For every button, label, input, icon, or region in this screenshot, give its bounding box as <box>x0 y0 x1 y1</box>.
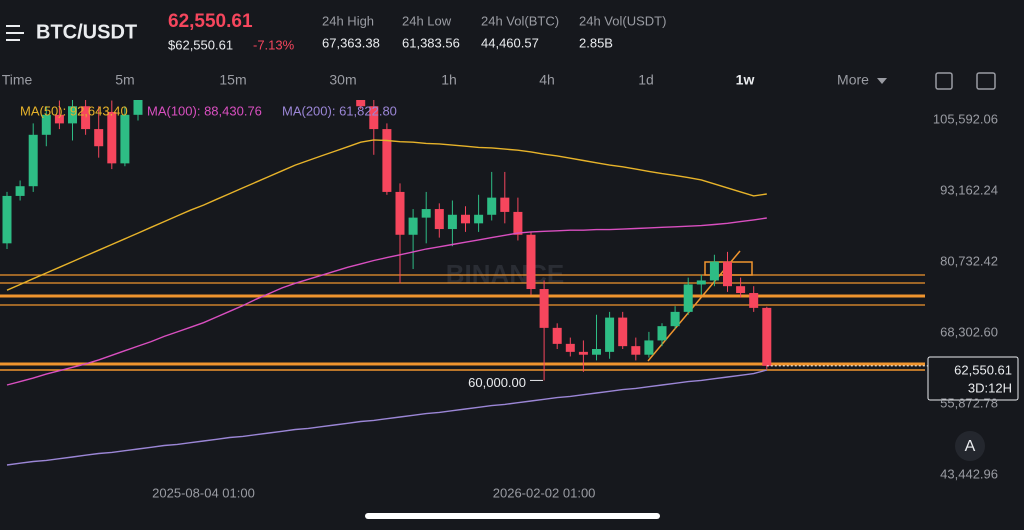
change: -7.13% <box>253 37 295 52</box>
annotation-label: 60,000.00 <box>468 375 526 390</box>
candle-body <box>41 114 51 135</box>
candle-body <box>500 197 510 212</box>
timeframe-tab[interactable]: 15m <box>219 72 246 88</box>
candle-body <box>605 317 615 352</box>
candle-body <box>421 209 431 218</box>
candle-body <box>592 349 601 355</box>
dropdown-caret[interactable] <box>877 78 887 84</box>
auto-button[interactable] <box>955 431 985 461</box>
candle-body <box>54 114 64 124</box>
stat-label: 24h Low <box>402 13 452 28</box>
toolbar-icons[interactable] <box>935 72 996 90</box>
candle-body <box>474 214 484 224</box>
price-tag <box>927 356 1019 401</box>
candle-body <box>513 211 523 235</box>
stat-value: 67,363.38 <box>322 35 380 50</box>
drawn-levels <box>0 250 925 371</box>
candle-body <box>618 317 628 347</box>
watermark: BINANCE <box>446 259 564 289</box>
timeframe-tab[interactable]: Time <box>2 72 33 88</box>
countdown: 3D:12H <box>968 380 1012 395</box>
candle-body <box>526 234 536 290</box>
stat-value: 44,460.57 <box>481 35 539 50</box>
timeframe-tab[interactable]: 1d <box>638 72 654 88</box>
candle-body <box>68 106 77 124</box>
candle-body <box>382 129 392 192</box>
candle-body <box>434 209 444 230</box>
timeframe-tab[interactable]: More <box>837 72 869 88</box>
candle-body <box>644 340 654 355</box>
candle-body <box>120 114 130 164</box>
legend-entry: MA(50): 92,643.40 <box>20 103 128 118</box>
candle-body <box>578 351 588 355</box>
timeframe-tab[interactable]: 5m <box>115 72 134 88</box>
y-tick-label: 80,732.42 <box>940 253 998 268</box>
legend-entry: MA(200): 61,822.80 <box>282 103 397 118</box>
price-tag-value: 62,550.61 <box>954 362 1012 377</box>
candle-body <box>736 286 746 294</box>
symbol[interactable]: BTC/USDT <box>36 21 137 43</box>
stat-value: 61,383.56 <box>402 35 460 50</box>
y-tick-label: 105,592.06 <box>933 111 998 126</box>
candle-body <box>81 106 91 130</box>
stat-label: 24h High <box>322 13 374 28</box>
menu-icon[interactable] <box>6 25 24 41</box>
candle-body <box>356 100 366 107</box>
candle-body <box>709 261 719 281</box>
candle-body <box>670 311 680 327</box>
price-usd: $62,550.61 <box>168 37 233 52</box>
candle-body <box>107 111 117 164</box>
candle-body <box>447 214 457 230</box>
stat-label: 24h Vol(BTC) <box>481 13 559 28</box>
timeframe-tab[interactable]: 4h <box>539 72 555 88</box>
stat-label: 24h Vol(USDT) <box>579 13 666 28</box>
timeframe-tab[interactable]: 30m <box>329 72 356 88</box>
candle-body <box>28 134 38 187</box>
candle-body <box>133 100 143 115</box>
y-tick-label: 68,302.60 <box>940 324 998 339</box>
candle-body <box>565 343 575 352</box>
candle-body <box>369 106 379 130</box>
candle-body <box>408 217 418 235</box>
y-tick-label: 43,442.96 <box>940 466 998 481</box>
candle-body <box>15 186 25 196</box>
ma-line <box>6 217 767 386</box>
y-tick-label: 93,162.24 <box>940 182 998 197</box>
timeframe-tab[interactable]: 1h <box>441 72 457 88</box>
ma-line <box>6 369 767 466</box>
candle-body <box>749 293 759 308</box>
candle-body <box>487 197 497 215</box>
candle-body <box>94 129 104 147</box>
candle-body <box>762 307 772 366</box>
candle-body <box>683 284 693 312</box>
candle-body <box>539 289 549 328</box>
candle-body <box>696 280 706 285</box>
candle-body <box>657 326 667 341</box>
y-tick-label: 55,872.78 <box>940 395 998 410</box>
auto-button-label[interactable]: A <box>965 438 976 455</box>
candle-body <box>552 327 562 344</box>
candle-body <box>2 195 12 244</box>
candle-body <box>631 346 641 355</box>
ma-line <box>6 139 767 291</box>
candle-body <box>723 261 732 287</box>
timeframe-tab[interactable]: 1w <box>736 72 755 88</box>
x-tick-label: 2025-08-04 01:00 <box>152 485 255 500</box>
candle-body <box>395 191 405 235</box>
x-tick-label: 2026-02-02 01:00 <box>493 485 596 500</box>
home-indicator <box>365 513 660 519</box>
candle-body <box>461 214 470 224</box>
last-price: 62,550.61 <box>168 11 253 32</box>
stat-value: 2.85B <box>579 35 613 50</box>
legend-entry: MA(100): 88,430.76 <box>147 103 262 118</box>
